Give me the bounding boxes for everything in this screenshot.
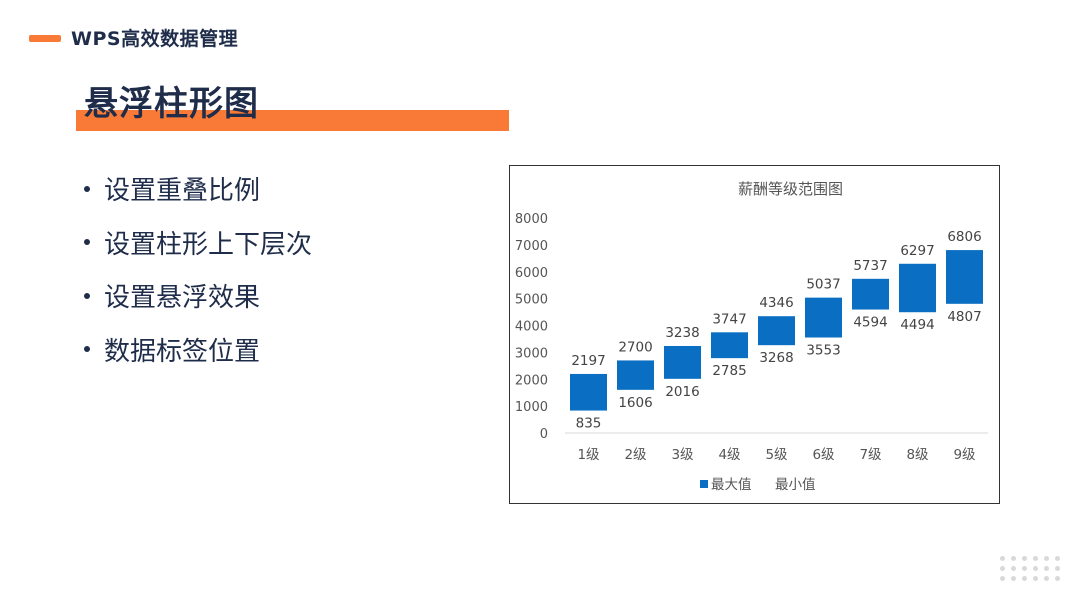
min-value-label: 4594	[853, 315, 887, 331]
max-value-label: 2197	[571, 353, 605, 369]
y-tick-label: 7000	[515, 239, 548, 254]
bullet-dot-icon	[84, 346, 90, 353]
chart-container: 薪酬等级范围图 0 1000 2000 3000 4000 5000 6000 7000 8000…	[509, 165, 1000, 504]
y-tick-label: 5000	[515, 293, 548, 308]
max-value-label: 5737	[853, 258, 887, 274]
bullet-text: 设置柱形上下层次	[104, 229, 313, 260]
max-value-label: 5037	[806, 277, 840, 293]
decor-dot	[1011, 566, 1016, 571]
decor-dot	[1044, 566, 1049, 571]
decor-dot	[1022, 556, 1027, 561]
max-value-label: 3747	[712, 311, 746, 327]
min-value-label: 3553	[806, 343, 840, 359]
decor-dot	[1044, 576, 1049, 581]
max-value-label: 3238	[665, 325, 699, 341]
x-tick-label: 4级	[718, 447, 741, 463]
x-tick-label: 8级	[906, 447, 929, 463]
x-tick-label: 2级	[624, 447, 647, 463]
y-tick-label: 3000	[515, 346, 548, 361]
floating-bar	[758, 316, 795, 346]
floating-bar-chart: 薪酬等级范围图 0 1000 2000 3000 4000 5000 6000 7000 8000…	[515, 180, 988, 493]
y-tick-label: 0	[540, 427, 548, 442]
min-value-label: 2785	[712, 363, 746, 379]
y-tick-label: 1000	[515, 400, 548, 415]
floating-bar	[852, 278, 889, 310]
bullet-item: 设置重叠比例	[84, 162, 312, 216]
min-value-label: 1606	[618, 395, 652, 411]
y-tick-label: 4000	[515, 320, 548, 335]
legend-label-min: 最小值	[775, 477, 816, 493]
y-tick-label: 6000	[515, 266, 548, 281]
decor-dot	[1022, 576, 1027, 581]
page-title: 悬浮柱形图	[84, 84, 259, 124]
max-value-label: 6297	[900, 243, 934, 259]
min-value-label: 2016	[665, 384, 699, 400]
y-tick-label: 2000	[515, 373, 548, 388]
decor-dot	[1000, 566, 1005, 571]
legend-swatch-max	[700, 480, 708, 488]
max-value-label: 6806	[947, 229, 981, 245]
bullet-dot-icon	[84, 292, 90, 299]
max-value-label: 2700	[618, 339, 652, 355]
x-tick-label: 7级	[859, 447, 882, 463]
min-value-label: 3268	[759, 350, 793, 366]
decor-dot	[1000, 576, 1005, 581]
decor-dot	[1055, 566, 1060, 571]
decor-dot	[1055, 556, 1060, 561]
decor-dot	[1055, 576, 1060, 581]
decor-dot	[1044, 556, 1049, 561]
floating-bar	[946, 250, 983, 304]
x-tick-label: 1级	[577, 447, 600, 463]
x-tick-label: 3级	[671, 447, 694, 463]
decor-dot	[1022, 566, 1027, 571]
decor-dot	[1033, 556, 1038, 561]
floating-bar	[899, 263, 936, 313]
floating-bar	[805, 297, 842, 338]
bullet-dot-icon	[84, 185, 90, 192]
floating-bar	[617, 360, 654, 390]
decor-dot	[1011, 556, 1016, 561]
floating-bar	[664, 345, 701, 379]
x-tick-label: 9级	[953, 447, 976, 463]
decor-dot	[1011, 576, 1016, 581]
bullet-item: 设置柱形上下层次	[84, 216, 312, 270]
decor-dot	[1033, 576, 1038, 581]
bullet-text: 设置悬浮效果	[104, 283, 261, 314]
header-accent-bar	[29, 35, 61, 42]
legend-label-max: 最大值	[711, 477, 752, 493]
title-underline-bar	[76, 110, 509, 131]
bullet-text: 设置重叠比例	[104, 176, 261, 207]
floating-bar	[570, 373, 607, 411]
min-value-label: 4494	[900, 317, 934, 333]
y-tick-label: 8000	[515, 212, 548, 227]
x-tick-label: 5级	[765, 447, 788, 463]
bullet-text: 数据标签位置	[104, 336, 261, 367]
header-title: WPS高效数据管理	[71, 28, 239, 50]
floating-bar	[711, 332, 748, 359]
min-value-label: 4807	[947, 309, 981, 325]
decorative-dot-grid	[1000, 556, 1060, 582]
max-value-label: 4346	[759, 295, 793, 311]
bullet-item: 设置悬浮效果	[84, 269, 312, 323]
min-value-label: 835	[576, 416, 602, 432]
decor-dot	[1033, 566, 1038, 571]
chart-title: 薪酬等级范围图	[738, 180, 843, 198]
x-tick-label: 6级	[812, 447, 835, 463]
bullet-item: 数据标签位置	[84, 323, 312, 377]
decor-dot	[1000, 556, 1005, 561]
bullet-list: 设置重叠比例 设置柱形上下层次 设置悬浮效果 数据标签位置	[84, 162, 312, 376]
bullet-dot-icon	[84, 239, 90, 246]
